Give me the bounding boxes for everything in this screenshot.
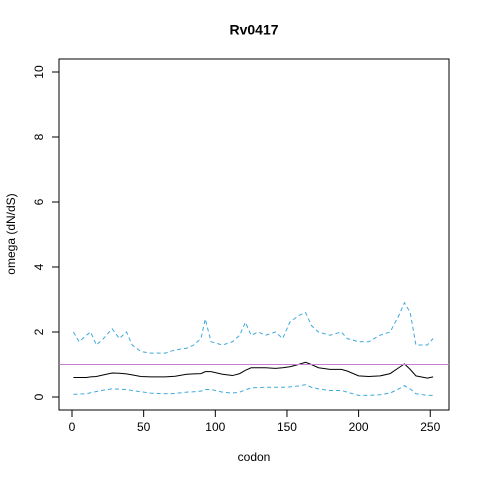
y-tick-label: 10 — [32, 65, 46, 79]
chart-title: Rv0417 — [229, 22, 278, 38]
y-tick-label: 6 — [32, 198, 46, 205]
x-tick-label: 200 — [349, 420, 369, 434]
y-tick-label: 8 — [32, 133, 46, 140]
series-line — [73, 301, 434, 354]
x-tick-label: 50 — [137, 420, 151, 434]
series-line — [73, 361, 434, 379]
x-axis-label: codon — [238, 450, 271, 464]
x-tick-label: 250 — [420, 420, 440, 434]
series-line — [73, 384, 434, 396]
y-tick-label: 2 — [32, 328, 46, 335]
x-tick-label: 0 — [69, 420, 76, 434]
x-tick-label: 100 — [205, 420, 225, 434]
y-axis-label: omega (dN/dS) — [4, 193, 18, 274]
x-tick-label: 150 — [277, 420, 297, 434]
y-tick-label: 4 — [32, 263, 46, 270]
y-tick-label: 0 — [32, 393, 46, 400]
